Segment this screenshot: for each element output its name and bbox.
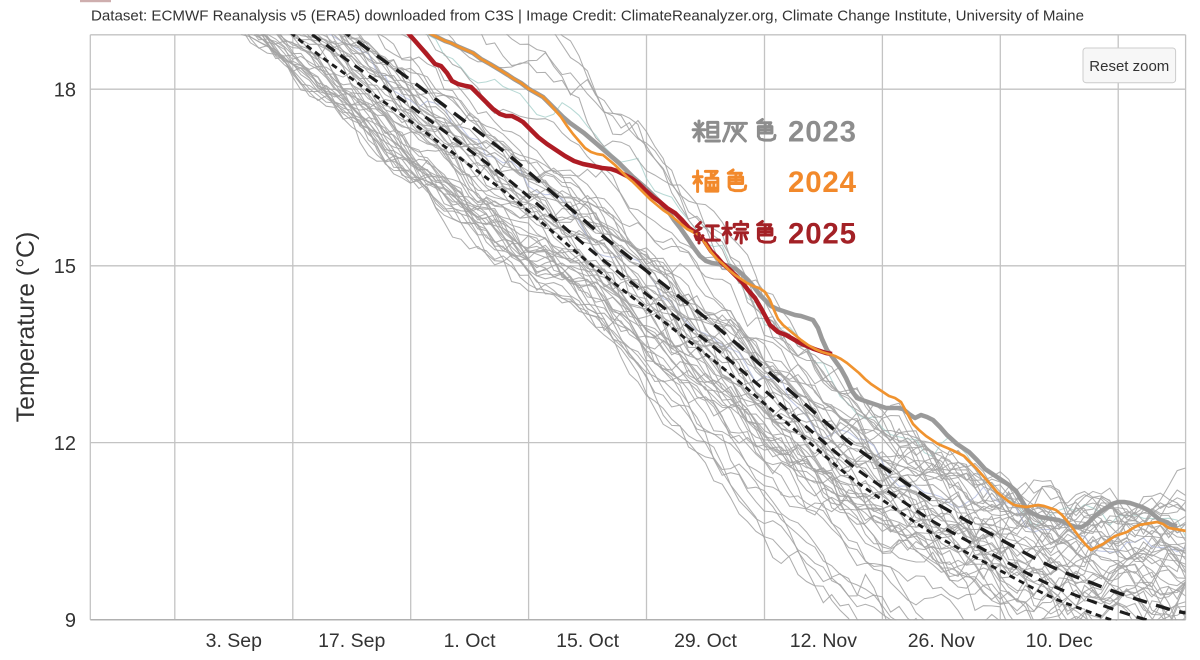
svg-text:29. Oct: 29. Oct <box>674 630 737 652</box>
svg-text:18: 18 <box>54 79 76 101</box>
svg-text:Temperature (°C): Temperature (°C) <box>13 232 40 422</box>
svg-text:2023: 2023 <box>788 116 857 149</box>
svg-text:12: 12 <box>54 433 76 455</box>
svg-text:15: 15 <box>54 256 76 278</box>
svg-text:Reset zoom: Reset zoom <box>1089 58 1169 75</box>
svg-text:Dataset: ECMWF Reanalysis v5 (: Dataset: ECMWF Reanalysis v5 (ERA5) down… <box>91 8 1084 25</box>
svg-text:2024: 2024 <box>788 166 857 199</box>
svg-text:15. Oct: 15. Oct <box>556 630 619 652</box>
svg-text:9: 9 <box>65 610 76 632</box>
svg-text:17. Sep: 17. Sep <box>318 630 385 652</box>
svg-text:1. Oct: 1. Oct <box>444 630 497 652</box>
svg-text:3. Sep: 3. Sep <box>206 630 263 652</box>
svg-text:26. Nov: 26. Nov <box>908 630 975 652</box>
svg-text:10. Dec: 10. Dec <box>1026 630 1093 652</box>
svg-text:2025: 2025 <box>788 218 857 251</box>
svg-text:12. Nov: 12. Nov <box>790 630 857 652</box>
